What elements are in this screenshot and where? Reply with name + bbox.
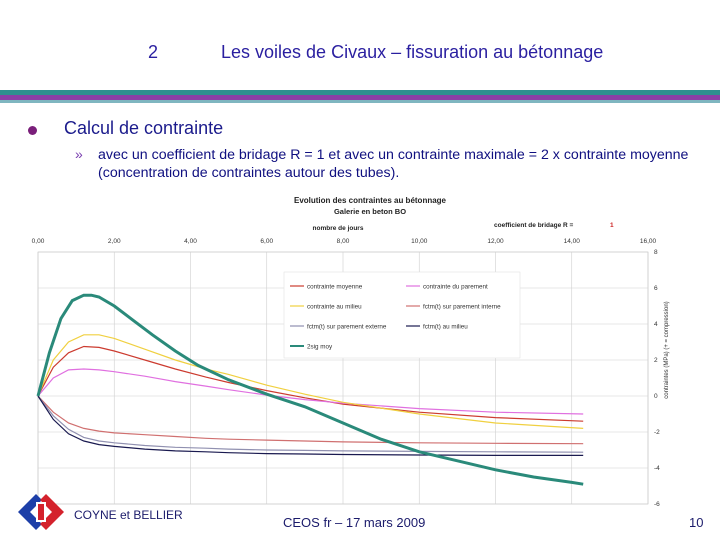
footer-event: CEOS fr – 17 mars 2009 xyxy=(283,515,426,530)
y-tick-label: -6 xyxy=(654,501,660,508)
y-tick-label: 6 xyxy=(654,285,658,292)
coefficient-value: 1 xyxy=(610,222,614,229)
stress-chart: Evolution des contraintes au bétonnage G… xyxy=(20,192,680,510)
x-tick-label: 16,00 xyxy=(640,238,657,245)
legend-label: contrainte moyenne xyxy=(307,284,363,291)
chart-legend: contrainte moyenne contrainte du parement… xyxy=(283,271,521,359)
chart-series xyxy=(36,293,584,486)
x-tick-label: 6,00 xyxy=(260,238,273,245)
x-tick-label: 4,00 xyxy=(184,238,197,245)
x-tick-label: 2,00 xyxy=(108,238,121,245)
series-line-4 xyxy=(37,395,584,445)
series-line-3 xyxy=(37,334,584,429)
title-divider-teal xyxy=(0,90,720,95)
coefficient-label: coefficient de bridage R = xyxy=(494,222,573,229)
y-tick-label: -2 xyxy=(654,429,660,436)
y-tick-label: -4 xyxy=(654,465,660,472)
x-tick-labels: 0,00 2,00 4,00 6,00 8,00 10,00 12,00 14,00 16,00 xyxy=(32,238,657,245)
x-tick-label: 12,00 xyxy=(487,238,504,245)
legend-label: fctm(t) sur parement externe xyxy=(307,324,387,331)
title-divider-purple xyxy=(0,95,720,100)
y-tick-label: 8 xyxy=(654,249,658,256)
series-line-5 xyxy=(37,395,584,453)
y-tick-label: 0 xyxy=(654,393,658,400)
page-number: 10 xyxy=(689,515,704,530)
y-axis-label: contraintes (MPa) (+ = compression) xyxy=(664,301,670,398)
x-tick-label: 10,00 xyxy=(411,238,428,245)
series-line-2 xyxy=(37,368,584,415)
slide-title: Les voiles de Civaux – fissuration au bé… xyxy=(221,42,604,62)
chart-title: Evolution des contraintes au bétonnage xyxy=(294,196,447,205)
series-line-6 xyxy=(37,395,584,456)
legend-label: fctm(t) sur parement interne xyxy=(423,304,501,311)
sub-bullet-icon: » xyxy=(75,146,83,162)
legend-label: 2sig moy xyxy=(307,344,333,351)
legend-box xyxy=(283,271,521,359)
legend-label: contrainte au milieu xyxy=(307,304,362,311)
title-divider-light xyxy=(0,100,720,103)
series-line-7 xyxy=(36,293,584,486)
x-tick-label: 14,00 xyxy=(564,238,581,245)
y-tick-label: 4 xyxy=(654,321,658,328)
x-tick-label: 0,00 xyxy=(32,238,45,245)
x-tick-label: 8,00 xyxy=(337,238,350,245)
bullet-text: Calcul de contrainte xyxy=(64,118,224,138)
legend-label: contrainte du parement xyxy=(423,284,488,291)
footer-company: COYNE et BELLIER xyxy=(74,508,183,522)
bullet-icon xyxy=(28,126,37,135)
slide-number: 2 xyxy=(148,42,159,62)
sub-bullet-text: avec un coefficient de bridage R = 1 et … xyxy=(98,147,689,181)
y-tick-label: 2 xyxy=(654,357,658,364)
legend-label: fctm(t) au milieu xyxy=(423,324,468,331)
chart-subtitle: Galerie en beton BO xyxy=(334,207,406,216)
y-tick-labels: 8 6 4 2 0 -2 -4 -6 xyxy=(654,249,660,508)
company-logo-icon xyxy=(18,494,64,530)
x-axis-label: nombre de jours xyxy=(313,225,364,232)
